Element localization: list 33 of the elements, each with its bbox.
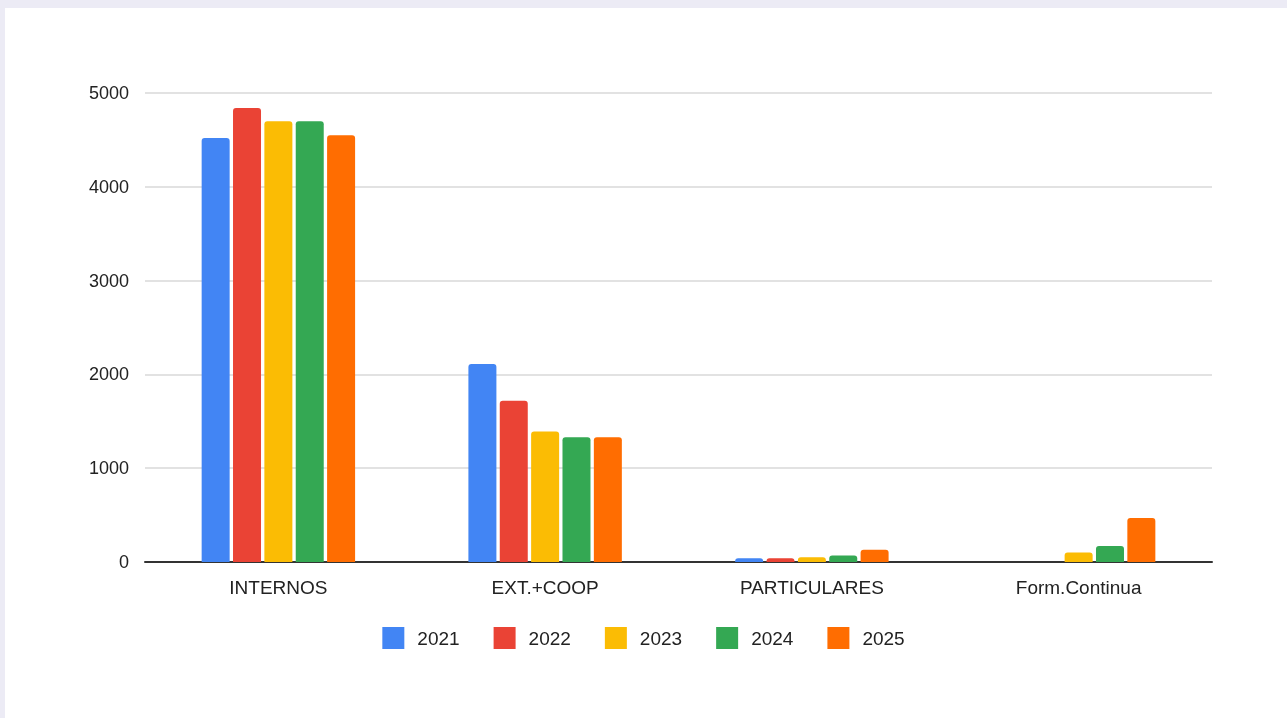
bar xyxy=(797,557,826,562)
x-tick-label: PARTICULARES xyxy=(739,577,884,598)
bar xyxy=(829,555,858,562)
y-tick-label: 3000 xyxy=(88,270,129,291)
bar xyxy=(531,431,560,562)
bar xyxy=(593,437,622,562)
legend-label: 2022 xyxy=(528,627,571,649)
y-tick-label: 0 xyxy=(118,552,129,572)
legend-label: 2025 xyxy=(862,627,905,649)
bar xyxy=(860,549,889,562)
y-tick-label: 1000 xyxy=(88,458,129,479)
bar xyxy=(1064,552,1093,562)
bar xyxy=(295,121,324,562)
bar xyxy=(1127,517,1156,562)
x-tick-label: INTERNOS xyxy=(229,577,328,598)
bar xyxy=(264,121,293,562)
bar xyxy=(201,138,230,562)
bar xyxy=(233,108,262,562)
bar xyxy=(562,437,591,562)
bar xyxy=(468,364,497,562)
legend-label: 2023 xyxy=(639,627,683,649)
bar xyxy=(1095,546,1124,562)
y-tick-label: 5000 xyxy=(88,83,129,103)
bar xyxy=(327,135,356,562)
y-tick-label: 2000 xyxy=(88,364,129,385)
bar xyxy=(735,558,764,562)
legend-label: 2024 xyxy=(751,627,794,649)
y-tick-label: 4000 xyxy=(88,176,129,197)
x-tick-label: EXT.+COOP xyxy=(491,577,599,598)
x-tick-label: Form.Continua xyxy=(1015,577,1142,598)
legend-label: 2021 xyxy=(417,627,460,649)
bar xyxy=(766,558,795,562)
bar xyxy=(499,400,528,562)
